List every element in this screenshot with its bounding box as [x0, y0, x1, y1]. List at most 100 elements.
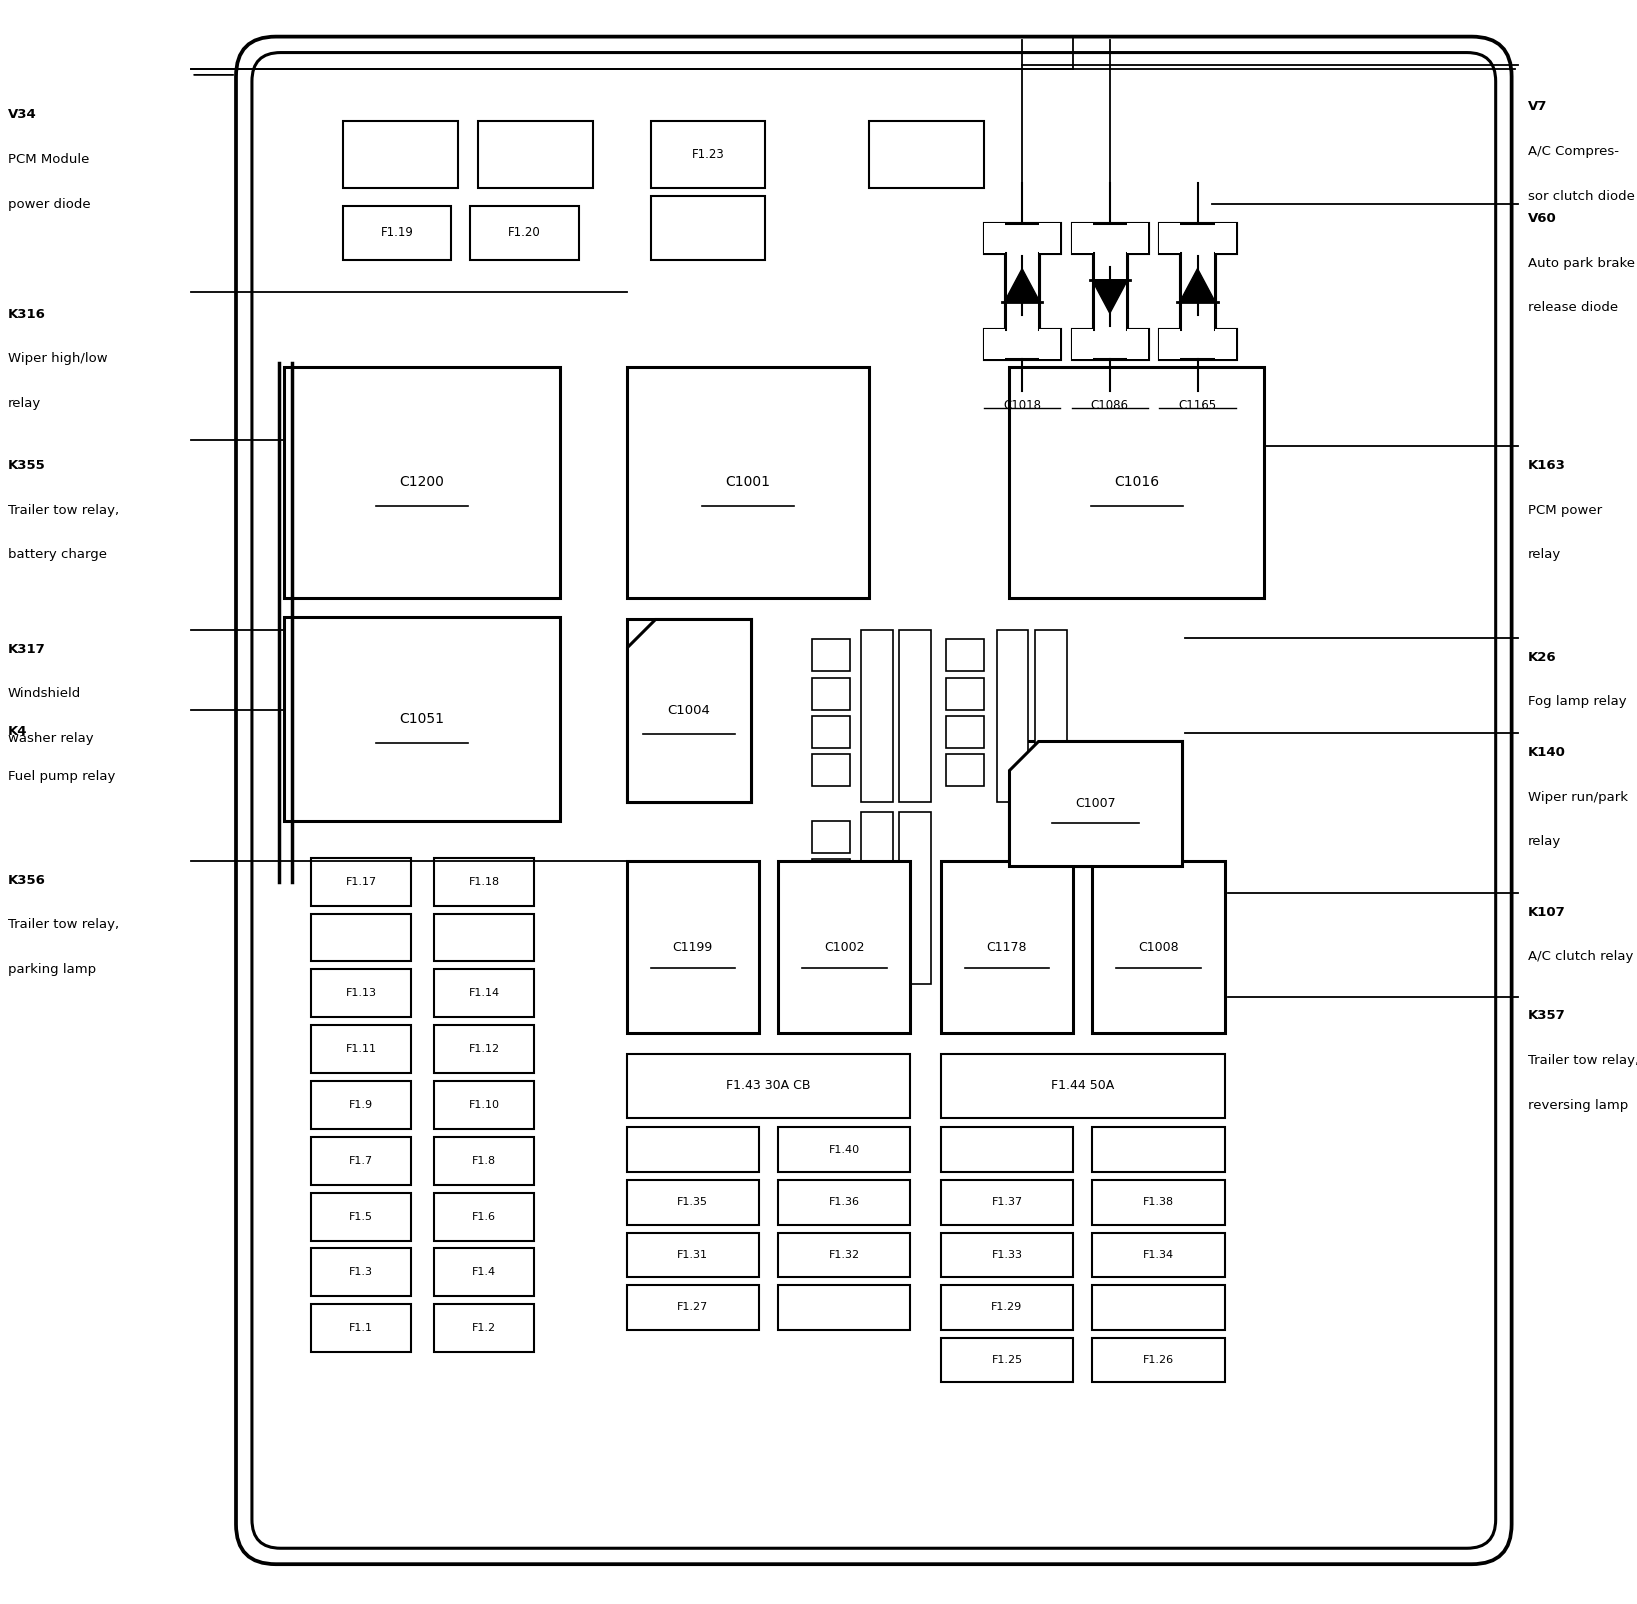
Bar — [1215, 223, 1236, 253]
Bar — [434, 969, 534, 1017]
Bar — [1039, 223, 1061, 253]
Text: battery charge: battery charge — [8, 549, 106, 561]
Text: F1.13: F1.13 — [345, 988, 377, 998]
Bar — [434, 1304, 534, 1352]
Bar — [627, 1128, 760, 1173]
Bar — [778, 1285, 910, 1330]
Bar — [283, 367, 560, 598]
Bar — [861, 812, 892, 983]
Bar — [470, 205, 579, 260]
Bar — [861, 630, 892, 802]
Bar — [434, 858, 534, 906]
Bar — [997, 630, 1028, 802]
Bar — [342, 122, 458, 188]
Text: K317: K317 — [8, 643, 46, 656]
Text: C1199: C1199 — [673, 940, 714, 954]
Polygon shape — [1072, 223, 1148, 359]
Bar — [650, 122, 766, 188]
Text: F1.33: F1.33 — [992, 1250, 1023, 1259]
Bar — [984, 223, 1061, 253]
Bar — [1159, 329, 1236, 359]
Bar — [869, 122, 984, 188]
Text: relay: relay — [8, 396, 41, 411]
Bar — [1126, 223, 1148, 253]
Bar — [812, 677, 850, 709]
Bar — [342, 205, 452, 260]
Bar — [1072, 223, 1092, 253]
Text: C1004: C1004 — [666, 703, 712, 717]
Text: F1.14: F1.14 — [468, 988, 499, 998]
Polygon shape — [1092, 279, 1128, 313]
Bar — [311, 858, 411, 906]
Text: C1004: C1004 — [668, 704, 710, 717]
Bar — [984, 329, 1061, 359]
Text: release diode: release diode — [1527, 302, 1617, 314]
Bar — [1092, 1181, 1224, 1224]
Bar — [627, 1181, 760, 1224]
Bar — [1092, 1232, 1224, 1277]
Text: F1.31: F1.31 — [678, 1250, 709, 1259]
Bar — [1159, 223, 1180, 253]
Text: F1.27: F1.27 — [678, 1302, 709, 1312]
Bar — [478, 122, 593, 188]
Text: Fog lamp relay: Fog lamp relay — [1527, 695, 1626, 707]
Bar — [946, 640, 984, 670]
Bar — [941, 1285, 1074, 1330]
Bar — [812, 937, 850, 967]
Bar — [311, 1304, 411, 1352]
Text: K357: K357 — [1527, 1009, 1565, 1022]
Text: C1016: C1016 — [1115, 475, 1159, 489]
Text: C1008: C1008 — [1138, 940, 1179, 954]
Bar — [311, 1025, 411, 1073]
Text: F1.38: F1.38 — [1143, 1197, 1174, 1208]
Text: C1007: C1007 — [1072, 797, 1118, 810]
Text: F1.6: F1.6 — [471, 1211, 496, 1222]
Bar — [941, 1338, 1074, 1383]
Text: K316: K316 — [8, 308, 46, 321]
Text: Trailer tow relay,: Trailer tow relay, — [8, 504, 120, 516]
Text: F1.18: F1.18 — [468, 877, 499, 887]
Text: C1165: C1165 — [1179, 398, 1216, 412]
Text: C1086: C1086 — [1090, 398, 1130, 412]
Text: relay: relay — [1527, 836, 1560, 849]
Bar — [941, 1232, 1074, 1277]
Bar — [812, 640, 850, 670]
Text: F1.25: F1.25 — [992, 1355, 1023, 1365]
Text: K163: K163 — [1527, 459, 1565, 472]
Bar — [1072, 329, 1148, 359]
Text: K140: K140 — [1527, 746, 1565, 759]
Text: K356: K356 — [8, 874, 46, 887]
Text: F1.29: F1.29 — [992, 1302, 1023, 1312]
Text: A/C Compres-: A/C Compres- — [1527, 144, 1619, 159]
Bar — [434, 1081, 534, 1129]
Text: F1.4: F1.4 — [471, 1267, 496, 1277]
Text: F1.8: F1.8 — [471, 1156, 496, 1166]
Bar — [434, 914, 534, 961]
Bar — [1035, 630, 1067, 802]
Text: PCM Module: PCM Module — [8, 152, 90, 167]
Bar — [311, 1081, 411, 1129]
Bar — [984, 329, 1005, 359]
Bar — [627, 1285, 760, 1330]
Bar — [1215, 329, 1236, 359]
Text: relay: relay — [1527, 549, 1560, 561]
Text: F1.40: F1.40 — [828, 1145, 859, 1155]
Text: Fuel pump relay: Fuel pump relay — [8, 770, 115, 783]
Text: Wiper high/low: Wiper high/low — [8, 353, 108, 366]
Bar — [899, 630, 931, 802]
Text: A/C clutch relay: A/C clutch relay — [1527, 950, 1634, 964]
Bar — [899, 812, 931, 983]
Bar — [627, 1054, 910, 1118]
Text: F1.23: F1.23 — [691, 148, 724, 160]
Text: F1.1: F1.1 — [349, 1323, 373, 1333]
Text: K107: K107 — [1527, 906, 1565, 919]
Text: V34: V34 — [8, 109, 36, 122]
Bar — [812, 860, 850, 892]
Bar — [812, 715, 850, 747]
Bar — [1010, 367, 1264, 598]
Bar — [627, 861, 760, 1033]
Text: C1007: C1007 — [1076, 797, 1116, 810]
Bar — [941, 861, 1074, 1033]
Bar — [627, 1232, 760, 1277]
Bar — [812, 898, 850, 930]
